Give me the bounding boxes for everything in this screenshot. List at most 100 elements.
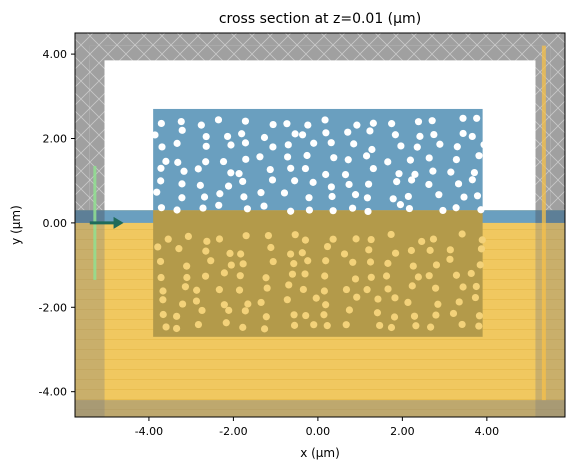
- upper-hole: [414, 118, 423, 126]
- upper-hole: [214, 116, 223, 124]
- lower-hole: [299, 285, 307, 294]
- upper-hole: [304, 121, 312, 129]
- upper-hole: [447, 168, 455, 176]
- upper-hole: [366, 127, 374, 135]
- upper-hole: [235, 170, 243, 178]
- lower-hole: [178, 300, 187, 308]
- lower-hole: [215, 235, 224, 243]
- upper-hole: [369, 165, 377, 173]
- upper-hole: [301, 165, 310, 173]
- lower-hole: [241, 307, 249, 315]
- lower-hole: [225, 306, 233, 314]
- upper-hole: [322, 170, 330, 179]
- lower-hole: [237, 250, 245, 258]
- lower-hole: [198, 306, 206, 314]
- upper-hole: [459, 129, 467, 138]
- upper-hole: [345, 180, 353, 189]
- lower-hole: [162, 323, 170, 331]
- lower-hole: [283, 296, 291, 304]
- lower-hole: [226, 249, 234, 257]
- upper-hole: [266, 165, 274, 174]
- lower-hole: [173, 324, 181, 333]
- upper-hole: [298, 131, 307, 139]
- lower-hole: [382, 272, 391, 280]
- lower-hole: [426, 246, 434, 254]
- lower-hole: [192, 297, 201, 305]
- upper-hole: [439, 206, 447, 215]
- lower-hole: [452, 271, 461, 279]
- lower-hole: [418, 237, 426, 246]
- lower-hole: [301, 270, 309, 278]
- lower-hole: [239, 260, 247, 268]
- upper-hole: [284, 141, 292, 149]
- upper-hole: [397, 142, 405, 150]
- upper-hole: [344, 156, 352, 164]
- upper-hole: [224, 182, 233, 190]
- lower-hole: [263, 284, 271, 292]
- upper-hole: [303, 151, 311, 160]
- lower-hole: [342, 321, 350, 329]
- upper-hole: [344, 128, 352, 136]
- lower-hole: [390, 313, 399, 321]
- upper-hole: [243, 205, 251, 213]
- lower-hole: [164, 235, 172, 243]
- lower-hole: [322, 257, 330, 265]
- lower-hole: [374, 295, 382, 303]
- lower-hole: [446, 246, 454, 254]
- pml-left-substrate: [75, 210, 105, 417]
- lower-hole: [434, 300, 442, 308]
- upper-hole: [416, 132, 424, 140]
- lower-hole: [467, 269, 475, 278]
- upper-hole: [328, 192, 336, 201]
- lower-hole: [157, 273, 165, 282]
- lower-hole: [414, 273, 422, 281]
- lower-hole: [159, 310, 167, 319]
- lower-hole: [475, 312, 484, 320]
- lower-hole: [159, 287, 167, 295]
- y-axis: 4.00 2.00 0.00 -2.00 -4.00: [39, 48, 75, 399]
- upper-hole: [364, 207, 372, 216]
- lower-hole: [342, 286, 351, 294]
- upper-hole: [157, 204, 166, 212]
- upper-hole: [238, 130, 246, 138]
- upper-hole: [473, 192, 482, 200]
- upper-hole: [197, 121, 205, 129]
- upper-hole: [408, 176, 416, 184]
- lower-block: [153, 210, 483, 337]
- upper-hole: [468, 176, 476, 184]
- upper-hole: [242, 155, 250, 163]
- upper-hole: [174, 158, 182, 166]
- lower-hole: [407, 246, 415, 255]
- upper-hole: [241, 117, 250, 125]
- lower-hole: [269, 257, 277, 266]
- lower-hole: [312, 294, 320, 302]
- lower-hole: [476, 261, 484, 269]
- upper-hole: [475, 152, 483, 160]
- y-axis-label: y (µm): [9, 205, 23, 245]
- upper-hole: [268, 176, 277, 184]
- upper-hole: [202, 158, 210, 166]
- upper-hole: [363, 194, 372, 202]
- upper-hole: [241, 139, 250, 147]
- upper-hole: [257, 189, 265, 197]
- lower-hole: [194, 320, 203, 329]
- upper-hole: [329, 207, 337, 215]
- upper-hole: [180, 167, 188, 175]
- lower-hole: [181, 283, 189, 291]
- lower-hole: [236, 272, 244, 280]
- pml-bottom: [75, 400, 565, 417]
- upper-hole: [480, 141, 488, 149]
- lower-hole: [376, 321, 384, 330]
- upper-hole: [452, 156, 460, 164]
- lower-hole: [220, 269, 228, 277]
- upper-hole: [425, 154, 433, 162]
- upper-hole: [391, 131, 399, 139]
- upper-hole: [435, 191, 443, 199]
- lower-hole: [471, 293, 480, 302]
- upper-hole: [395, 170, 403, 178]
- direction-arrow-head: [113, 216, 124, 229]
- upper-hole: [178, 194, 186, 202]
- upper-hole: [473, 114, 481, 122]
- upper-hole: [157, 119, 165, 128]
- upper-hole: [239, 177, 247, 186]
